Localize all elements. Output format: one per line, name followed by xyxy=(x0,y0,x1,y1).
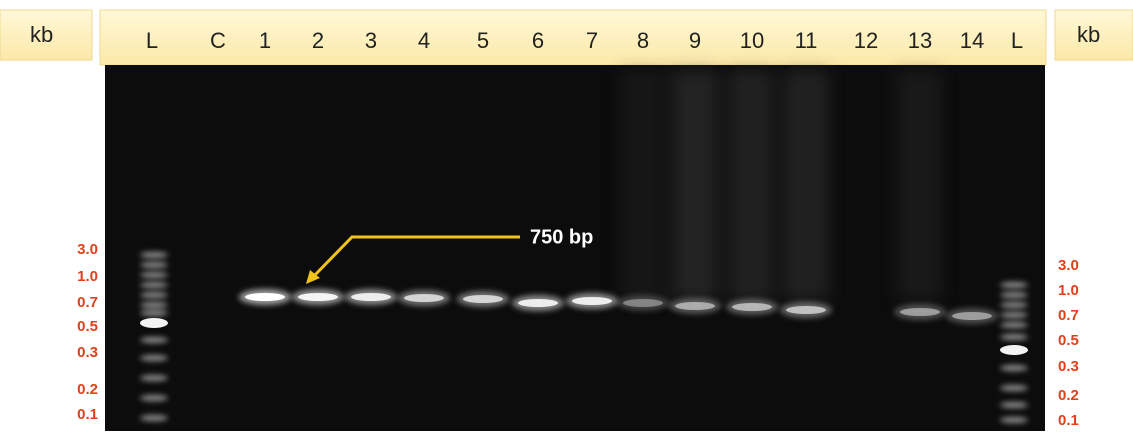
lane-label: 9 xyxy=(689,28,701,53)
gel-figure: kb kb LC1234567891011121314L 3.01.00.70.… xyxy=(0,0,1133,431)
smear xyxy=(728,70,774,300)
lane-label: L xyxy=(1011,28,1023,53)
right-scale-label: 0.7 xyxy=(1058,307,1079,324)
ladder-band xyxy=(140,375,168,381)
lane-label: 6 xyxy=(532,28,544,53)
lane-label: 11 xyxy=(795,28,818,53)
smear xyxy=(896,70,942,300)
right-scale-label: 0.2 xyxy=(1058,387,1079,404)
lane-label: 8 xyxy=(637,28,649,53)
band xyxy=(623,299,663,307)
ladder-band xyxy=(1000,302,1028,308)
band xyxy=(463,295,503,303)
ladder-band xyxy=(1000,322,1028,328)
band xyxy=(786,306,826,314)
ladder-band xyxy=(140,292,168,298)
smear xyxy=(672,70,718,300)
ladder-band xyxy=(140,415,168,421)
lane-label: C xyxy=(210,28,226,53)
ladder-band xyxy=(1000,292,1028,298)
band xyxy=(952,312,992,320)
left-scale-label: 0.2 xyxy=(77,381,98,398)
left-unit: kb xyxy=(30,22,53,47)
left-scale-label: 1.0 xyxy=(77,268,98,285)
band xyxy=(404,294,444,302)
annotation: 750 bp xyxy=(530,226,593,248)
smear xyxy=(620,70,666,300)
left-scale-label: 0.7 xyxy=(77,294,98,311)
ladder-band xyxy=(140,318,168,328)
right-scale-label: 0.1 xyxy=(1058,412,1079,429)
right-scale-label: 0.3 xyxy=(1058,358,1079,375)
ladder-band xyxy=(140,262,168,268)
band xyxy=(732,303,772,311)
ladder-band xyxy=(1000,334,1028,340)
right-scale-label: 1.0 xyxy=(1058,282,1079,299)
right-scale-label: 3.0 xyxy=(1058,257,1079,274)
ladder-band xyxy=(1000,385,1028,391)
lane-label: 7 xyxy=(586,28,598,53)
ladder-band xyxy=(1000,282,1028,288)
lane-label: 12 xyxy=(854,28,878,53)
band xyxy=(351,293,391,301)
lane-label: 5 xyxy=(477,28,489,53)
lane-label: 13 xyxy=(908,28,932,53)
ladder-band xyxy=(1000,402,1028,408)
ladder-band xyxy=(140,310,168,316)
ladder-band xyxy=(1000,365,1028,371)
band xyxy=(572,297,612,305)
ladder-band xyxy=(140,395,168,401)
ladder-band xyxy=(1000,345,1028,355)
lane-label: 1 xyxy=(259,28,271,53)
band xyxy=(245,293,285,301)
lane-label: 14 xyxy=(960,28,984,53)
smear xyxy=(783,70,829,300)
band xyxy=(298,293,338,301)
right-unit: kb xyxy=(1077,22,1100,47)
left-scale-label: 0.1 xyxy=(77,406,98,423)
lane-label: 10 xyxy=(740,28,764,53)
ladder-band xyxy=(140,252,168,258)
right-scale-label: 0.5 xyxy=(1058,332,1079,349)
lane-header-bar xyxy=(100,10,1046,65)
lane-label: 3 xyxy=(365,28,377,53)
left-scale-label: 0.3 xyxy=(77,344,98,361)
band xyxy=(900,308,940,316)
ladder-band xyxy=(1000,312,1028,318)
ladder-band xyxy=(1000,417,1028,423)
ladder-band xyxy=(140,355,168,361)
lane-label: 4 xyxy=(418,28,430,53)
ladder-band xyxy=(140,282,168,288)
lane-label: 2 xyxy=(312,28,324,53)
band xyxy=(675,302,715,310)
ladder-band xyxy=(140,302,168,308)
left-scale-label: 3.0 xyxy=(77,241,98,258)
left-scale-label: 0.5 xyxy=(77,318,98,335)
ladder-band xyxy=(140,337,168,343)
band xyxy=(518,299,558,307)
ladder-band xyxy=(140,272,168,278)
lane-label: L xyxy=(146,28,158,53)
